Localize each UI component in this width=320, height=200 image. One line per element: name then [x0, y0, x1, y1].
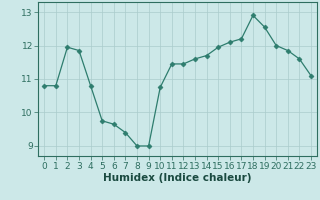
X-axis label: Humidex (Indice chaleur): Humidex (Indice chaleur): [103, 173, 252, 183]
